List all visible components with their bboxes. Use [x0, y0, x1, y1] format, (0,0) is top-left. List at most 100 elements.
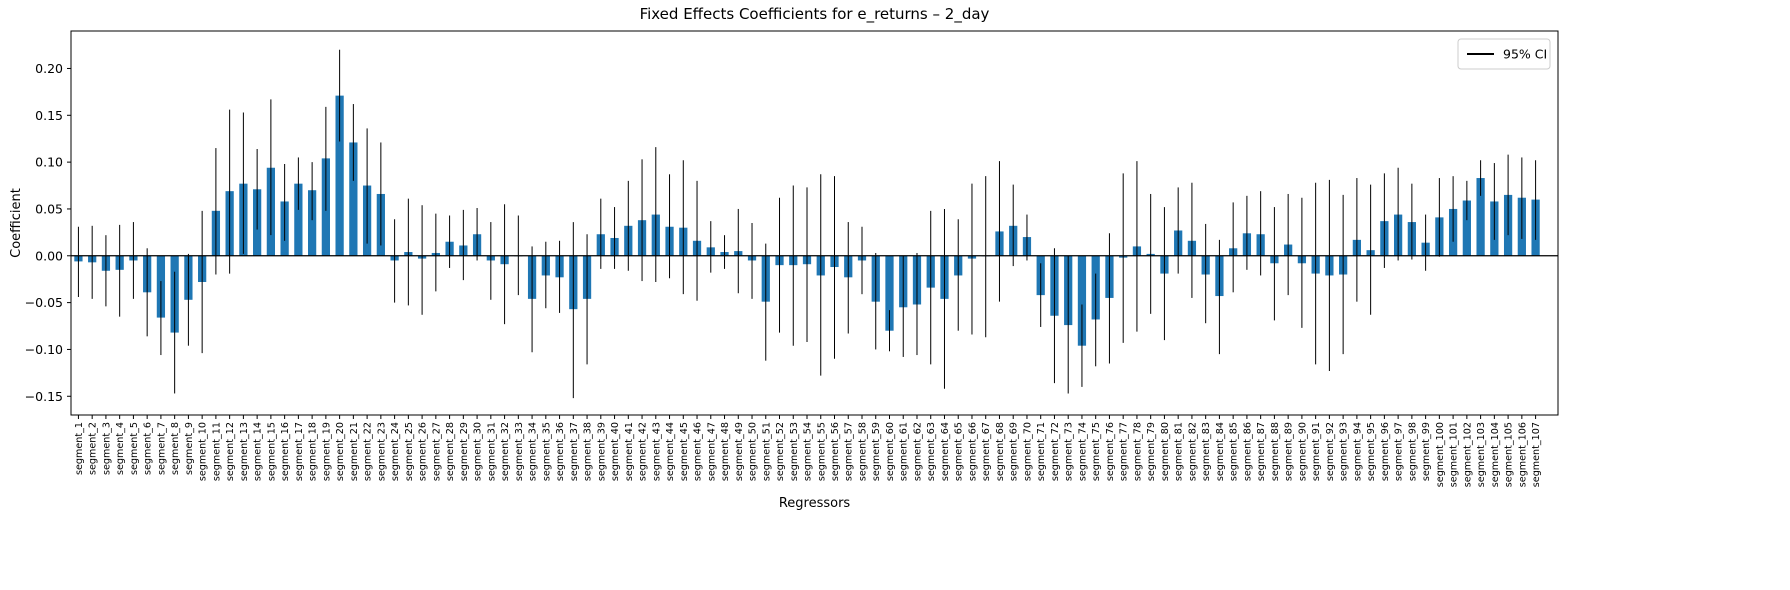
x-tick-label: segment_37	[569, 422, 580, 481]
bar	[1476, 178, 1485, 256]
x-tick-label: segment_21	[349, 422, 360, 481]
x-tick-label: segment_50	[748, 422, 759, 481]
x-tick-label: segment_73	[1064, 422, 1075, 481]
x-tick-label: segment_100	[1435, 422, 1446, 487]
x-tick-label: segment_19	[321, 422, 332, 481]
x-tick-label: segment_42	[638, 422, 649, 481]
x-tick-label: segment_72	[1050, 422, 1061, 481]
x-tick-label: segment_102	[1462, 422, 1473, 487]
x-tick-label: segment_15	[266, 422, 277, 481]
x-tick-label: segment_92	[1325, 422, 1336, 481]
x-tick-label: segment_4	[115, 422, 126, 475]
x-tick-label: segment_87	[1256, 422, 1267, 481]
x-tick-label: segment_95	[1366, 422, 1377, 481]
x-tick-label: segment_60	[885, 422, 896, 481]
x-tick-label: segment_29	[459, 422, 470, 481]
x-tick-label: segment_82	[1187, 422, 1198, 481]
x-tick-label: segment_27	[431, 422, 442, 481]
x-tick-label: segment_35	[541, 422, 552, 481]
x-tick-label: segment_55	[816, 422, 827, 481]
x-tick-label: segment_44	[665, 422, 676, 481]
x-tick-label: segment_20	[335, 422, 346, 481]
x-tick-label: segment_6	[143, 422, 154, 475]
x-tick-label: segment_104	[1490, 422, 1501, 487]
x-tick-label: segment_85	[1229, 422, 1240, 481]
x-tick-label: segment_65	[954, 422, 965, 481]
x-tick-label: segment_79	[1146, 422, 1157, 481]
x-tick-label: segment_86	[1242, 422, 1253, 481]
x-tick-label: segment_67	[981, 422, 992, 481]
x-tick-label: segment_66	[967, 422, 978, 481]
y-tick-label: 0.05	[35, 201, 63, 216]
y-axis-label: Coefficient	[9, 188, 24, 258]
x-axis-ticks: segment_1 segment_2 segment_3 segment_4 segm…	[74, 415, 1542, 487]
x-tick-label: segment_101	[1449, 422, 1460, 487]
x-tick-label: segment_76	[1105, 422, 1116, 481]
x-tick-label: segment_18	[308, 422, 319, 481]
y-tick-label: 0.10	[35, 155, 63, 170]
x-tick-label: segment_9	[184, 422, 195, 475]
x-tick-label: segment_89	[1284, 422, 1295, 481]
x-tick-label: segment_81	[1174, 422, 1185, 481]
x-tick-label: segment_14	[253, 422, 264, 481]
x-tick-label: segment_49	[734, 422, 745, 481]
x-tick-label: segment_40	[610, 422, 621, 481]
x-tick-label: segment_32	[500, 422, 511, 481]
x-tick-label: segment_45	[679, 422, 690, 481]
x-tick-label: segment_24	[390, 422, 401, 481]
bar	[335, 95, 344, 256]
y-tick-label: −0.15	[25, 389, 63, 404]
x-tick-label: segment_59	[871, 422, 882, 481]
bar	[1462, 200, 1471, 256]
x-tick-label: segment_12	[225, 422, 236, 481]
y-tick-label: −0.10	[25, 342, 63, 357]
x-tick-label: segment_36	[555, 422, 566, 481]
x-tick-label: segment_94	[1352, 422, 1363, 481]
x-tick-label: segment_23	[376, 422, 387, 481]
x-tick-label: segment_105	[1504, 422, 1515, 487]
x-tick-label: segment_58	[857, 422, 868, 481]
x-tick-label: segment_41	[624, 422, 635, 481]
x-tick-label: segment_68	[995, 422, 1006, 481]
x-tick-label: segment_3	[101, 422, 112, 475]
x-tick-label: segment_106	[1517, 422, 1528, 487]
x-tick-label: segment_103	[1476, 422, 1487, 487]
x-tick-label: segment_26	[418, 422, 429, 481]
x-tick-label: segment_34	[528, 422, 539, 481]
confidence-interval-series	[77, 49, 1537, 399]
x-tick-label: segment_62	[912, 422, 923, 481]
x-tick-label: segment_78	[1132, 422, 1143, 481]
x-tick-label: segment_11	[211, 422, 222, 481]
y-axis-ticks: −0.15 −0.10 −0.05 0.00 0.05 0.10 0.15 0.20	[25, 61, 71, 404]
x-tick-label: segment_39	[596, 422, 607, 481]
x-tick-label: segment_52	[775, 422, 786, 481]
x-tick-label: segment_7	[156, 422, 167, 475]
x-tick-label: segment_31	[486, 422, 497, 481]
y-tick-label: 0.00	[35, 248, 63, 263]
x-tick-label: segment_30	[473, 422, 484, 481]
bar	[307, 190, 317, 256]
bar	[349, 142, 358, 256]
legend: 95% CI	[1457, 38, 1551, 70]
x-tick-label: segment_80	[1160, 422, 1171, 481]
x-tick-label: segment_57	[844, 422, 855, 481]
x-tick-label: segment_70	[1022, 422, 1033, 481]
x-tick-label: segment_25	[404, 422, 415, 481]
x-tick-label: segment_56	[830, 422, 841, 481]
x-tick-label: segment_5	[129, 422, 140, 475]
bar	[294, 183, 303, 256]
x-tick-label: segment_90	[1297, 422, 1308, 481]
x-tick-label: segment_47	[706, 422, 717, 481]
x-tick-label: segment_43	[651, 422, 662, 481]
x-tick-label: segment_71	[1036, 422, 1047, 481]
x-tick-label: segment_8	[170, 422, 181, 475]
x-tick-label: segment_22	[363, 422, 374, 481]
y-tick-label: 0.15	[35, 108, 63, 123]
x-tick-label: segment_97	[1394, 422, 1405, 481]
x-tick-label: segment_54	[803, 422, 814, 481]
x-tick-label: segment_48	[720, 422, 731, 481]
x-tick-label: segment_96	[1380, 422, 1391, 481]
chart-title: Fixed Effects Coefficients for e_returns…	[640, 5, 990, 24]
x-tick-label: segment_88	[1270, 422, 1281, 481]
